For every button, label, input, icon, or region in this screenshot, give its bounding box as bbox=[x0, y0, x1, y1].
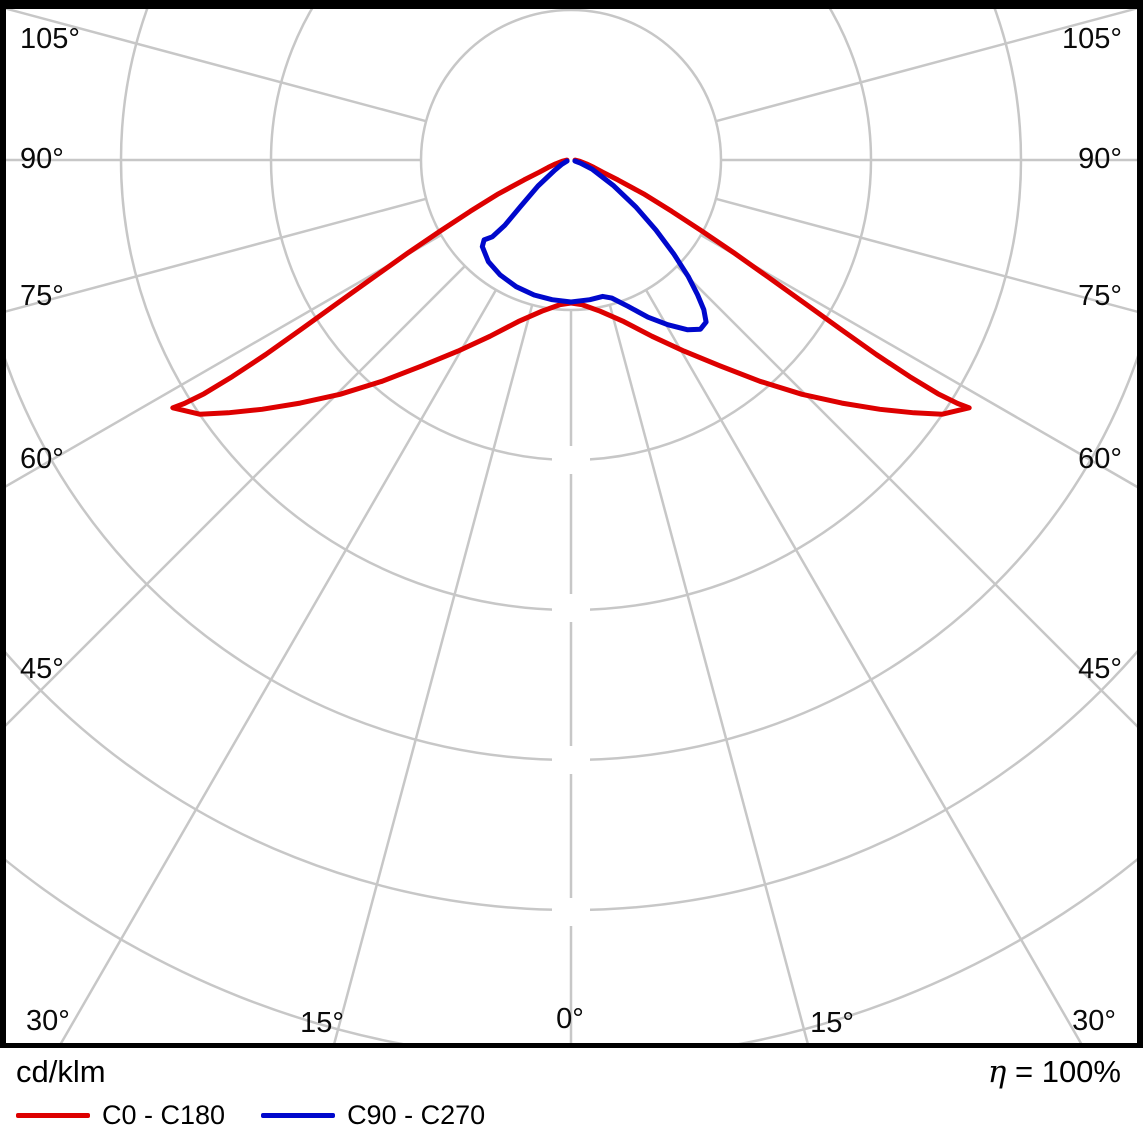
legend-items: C0 - C180 C90 - C270 bbox=[16, 1100, 485, 1131]
c90-c270-line-swatch bbox=[261, 1113, 336, 1118]
axis-tick-patch bbox=[552, 446, 590, 474]
angle-label: 90° bbox=[1078, 143, 1122, 175]
angle-label: 60° bbox=[20, 443, 64, 475]
grid-ring bbox=[419, 8, 723, 312]
angle-label: 30° bbox=[26, 1005, 70, 1037]
angle-label: 105° bbox=[1062, 23, 1122, 55]
grid-ray bbox=[700, 233, 1143, 492]
angle-label: 60° bbox=[1078, 443, 1122, 475]
axis-tick-patch bbox=[552, 746, 590, 774]
axis-tick-patch bbox=[552, 898, 590, 926]
grid-ray bbox=[0, 5, 427, 123]
c0-c180-line-swatch bbox=[16, 1113, 90, 1118]
curve-c90-c270 bbox=[479, 158, 709, 333]
grid-ray bbox=[0, 265, 466, 733]
grid-ray bbox=[331, 304, 534, 1048]
grid-ray bbox=[0, 197, 427, 315]
angle-label: 75° bbox=[20, 280, 64, 312]
polar-chart: 105° 90° 75° 60° 45° 30° 105° 90° 75° 60° 45° 30° 15… bbox=[0, 0, 1143, 1048]
legend-item-c90-c270: C90 - C270 bbox=[261, 1100, 485, 1131]
angle-label: 0° bbox=[556, 1003, 584, 1035]
polar-diagram-panel: 105° 90° 75° 60° 45° 30° 105° 90° 75° 60° 45° 30° 15… bbox=[0, 0, 1143, 1048]
unit-label: cd/klm bbox=[16, 1054, 106, 1089]
angle-label: 45° bbox=[20, 653, 64, 685]
grid-ray bbox=[715, 5, 1143, 123]
grid-ray bbox=[56, 289, 498, 1048]
angle-label: 15° bbox=[300, 1007, 344, 1039]
eta-value: = 100% bbox=[1006, 1054, 1121, 1089]
grid-ray bbox=[715, 197, 1143, 315]
legend-item-c0-c180: C0 - C180 bbox=[16, 1100, 225, 1131]
grid-ray bbox=[644, 289, 1086, 1048]
grid-ray bbox=[676, 265, 1143, 734]
angle-label: 30° bbox=[1072, 1005, 1116, 1037]
angle-label: 90° bbox=[20, 143, 64, 175]
eta-symbol: η bbox=[987, 1054, 1007, 1090]
legend-area: cd/klm η = 100% C0 - C180 C90 - C270 bbox=[0, 1048, 1143, 1143]
grid-ray bbox=[0, 233, 442, 492]
c90-c270-label: C90 - C270 bbox=[347, 1100, 486, 1130]
angle-label: 15° bbox=[810, 1007, 854, 1039]
grid-ray bbox=[608, 304, 811, 1048]
angle-label: 45° bbox=[1078, 653, 1122, 685]
angle-label: 75° bbox=[1078, 280, 1122, 312]
efficiency-label: η = 100% bbox=[988, 1054, 1121, 1090]
c0-c180-label: C0 - C180 bbox=[102, 1100, 226, 1130]
angle-label: 105° bbox=[20, 23, 80, 55]
axis-tick-patch bbox=[552, 594, 590, 622]
